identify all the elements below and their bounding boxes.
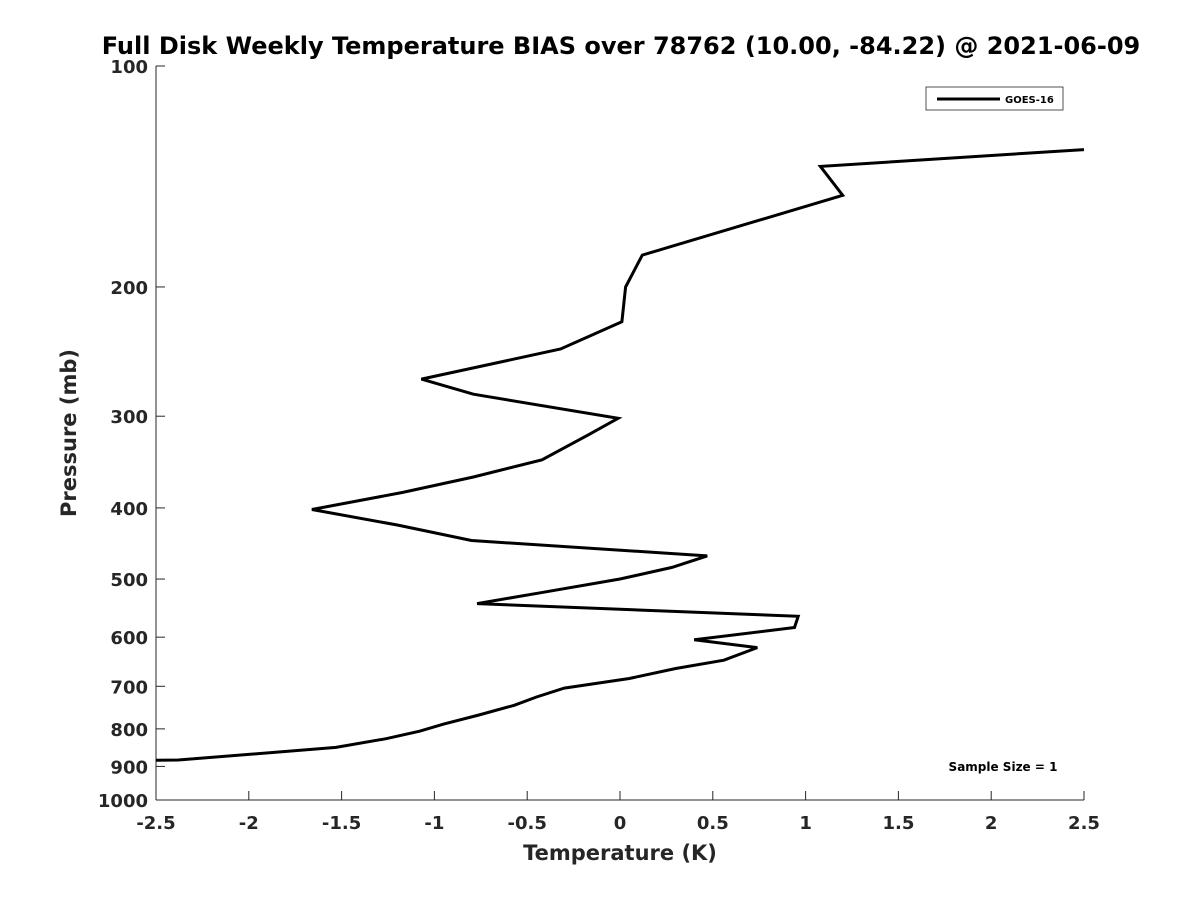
x-axis-ticks: -2.5 -2 -1.5 -1 -0.5 0 0.5 1 1.5 2 2.5	[136, 791, 1100, 834]
x-axis-label: Temperature (K)	[523, 841, 717, 865]
y-tick-label: 700	[110, 677, 148, 698]
y-tick-label: 100	[110, 57, 148, 78]
x-tick-label: -2.5	[136, 813, 175, 834]
y-axis-label: Pressure (mb)	[57, 349, 81, 517]
sample-size-annotation: Sample Size = 1	[949, 760, 1058, 774]
x-tick-label: -2	[239, 813, 259, 834]
series-line-goes-16	[155, 148, 1085, 762]
y-tick-label: 800	[110, 720, 148, 741]
legend: GOES-16	[925, 86, 1064, 111]
y-axis-ticks: 100 200 300 400 500 600 700 800 900 1000	[98, 57, 165, 812]
x-tick-label: 1	[799, 813, 812, 834]
x-tick-label: 1.5	[882, 813, 914, 834]
x-tick-label: -1	[424, 813, 444, 834]
series-layer	[155, 148, 1085, 762]
x-tick-label: 0.5	[697, 813, 729, 834]
y-tick-label: 500	[110, 570, 148, 591]
y-tick-label: 300	[110, 407, 148, 428]
x-tick-label: 2	[985, 813, 998, 834]
chart-title: Full Disk Weekly Temperature BIAS over 7…	[102, 32, 1141, 60]
y-tick-label: 900	[110, 757, 148, 778]
y-tick-label: 400	[110, 499, 148, 520]
y-tick-label: 600	[110, 628, 148, 649]
x-tick-label: 0	[614, 813, 627, 834]
x-tick-label: 2.5	[1068, 813, 1100, 834]
y-tick-label: 200	[110, 278, 148, 299]
x-tick-label: -0.5	[508, 813, 547, 834]
legend-entry-goes-16: GOES-16	[1005, 95, 1054, 106]
plot-area	[156, 66, 1084, 800]
x-tick-label: -1.5	[322, 813, 361, 834]
y-tick-label: 1000	[98, 791, 148, 812]
